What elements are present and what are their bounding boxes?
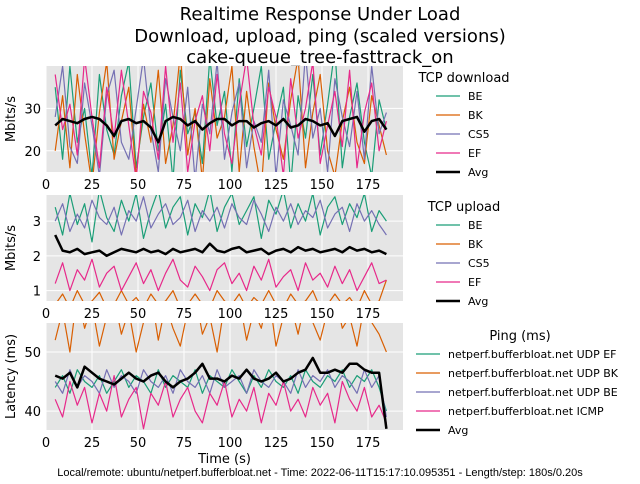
y-axis-label: Latency (ms) (4, 334, 19, 419)
legend-label: Avg (448, 424, 468, 437)
legend: TCP download BE BK CS5 EF Avg (417, 71, 509, 179)
panel-3: 0 25 50 75 100 125 150 175 40 50 Latency (ms) Time … (4, 323, 619, 467)
x-tick-label: 175 (356, 178, 381, 193)
legend-label: BK (468, 238, 484, 251)
y-tick-label: 1 (33, 285, 41, 300)
chart-title-line-2: Download, upload, ping (scaled versions) (134, 26, 506, 47)
x-tick-label: 25 (84, 178, 101, 193)
legend-title: Ping (ms) (489, 329, 550, 344)
x-tick-label: 175 (356, 436, 381, 451)
chart-title-line-1: Realtime Response Under Load (180, 4, 461, 25)
x-tick-label: 25 (84, 307, 101, 322)
x-tick-label: 100 (218, 307, 243, 322)
series-line-ef (54, 66, 387, 172)
series-line-bk (56, 279, 387, 301)
y-axis-label: Mbits/s (4, 96, 19, 142)
x-tick-label: 100 (218, 178, 243, 193)
y-tick-label: 50 (24, 346, 41, 361)
x-tick-label: 75 (176, 178, 193, 193)
panel-1: 0 25 50 75 100 125 150 175 20 30 Mbits/s TCP downlo… (4, 66, 510, 193)
x-tick-label: 125 (264, 178, 289, 193)
x-tick-label: 125 (264, 436, 289, 451)
series-line-cs5 (54, 66, 387, 172)
series-line-avg (54, 356, 388, 429)
y-tick-label: 2 (33, 250, 41, 265)
legend-label: EF (468, 147, 481, 160)
x-tick-label: 0 (42, 178, 50, 193)
legend: Ping (ms) netperf.bufferbloat.net UDP EF n… (416, 329, 619, 437)
x-tick-label: 75 (176, 436, 193, 451)
legend-label: CS5 (468, 257, 490, 270)
x-tick-label: 50 (130, 436, 147, 451)
x-tick-label: 50 (130, 307, 147, 322)
y-tick-label: 30 (24, 102, 41, 117)
x-tick-label: 75 (176, 307, 193, 322)
legend-label: BE (468, 219, 483, 232)
legend-label: BK (468, 109, 484, 122)
x-tick-label: 150 (310, 307, 335, 322)
series-line-avg (54, 234, 387, 258)
x-tick-label: 150 (310, 436, 335, 451)
legend-label: netperf.bufferbloat.net UDP BK (448, 367, 619, 380)
y-tick-label: 40 (24, 405, 41, 420)
series-line-ef (54, 258, 387, 292)
y-tick-label: 3 (33, 215, 41, 230)
y-tick-label: 20 (24, 145, 41, 160)
series-line-avg (54, 115, 388, 144)
x-axis-label: Time (s) (197, 452, 251, 467)
legend-label: netperf.bufferbloat.net ICMP (448, 405, 604, 418)
series-line-cs5 (54, 196, 387, 236)
x-tick-label: 150 (310, 178, 335, 193)
x-tick-label: 100 (218, 436, 243, 451)
series-line-netperf-bufferbloat-net-udp-be (54, 369, 387, 418)
legend-label: Avg (468, 295, 488, 308)
x-tick-label: 50 (130, 178, 147, 193)
legend: TCP upload BE BK CS5 EF Avg (427, 200, 501, 308)
legend-label: Avg (468, 166, 488, 179)
legend-label: netperf.bufferbloat.net UDP EF (448, 348, 617, 361)
legend-label: BE (468, 90, 483, 103)
x-tick-label: 175 (356, 307, 381, 322)
legend-label: CS5 (468, 128, 490, 141)
x-tick-label: 0 (42, 307, 50, 322)
series-line-netperf-bufferbloat-net-icmp (54, 375, 387, 430)
x-tick-label: 0 (42, 436, 50, 451)
chart-title-line-3: cake-queue_tree-fasttrack_on (186, 47, 453, 68)
legend-title: TCP download (417, 71, 509, 86)
panel-2: 0 25 50 75 100 125 150 175 1 2 3 Mbits/s TCP upload B… (4, 195, 501, 322)
x-tick-label: 25 (84, 436, 101, 451)
y-axis-label: Mbits/s (4, 225, 19, 271)
series-line-netperf-bufferbloat-net-udp-bk (54, 323, 387, 353)
legend-label: EF (468, 276, 481, 289)
legend-title: TCP upload (427, 200, 501, 215)
footer-text: Local/remote: ubuntu/netperf.bufferbloat… (57, 467, 583, 479)
legend-label: netperf.bufferbloat.net UDP BE (448, 386, 618, 399)
x-tick-label: 125 (264, 307, 289, 322)
